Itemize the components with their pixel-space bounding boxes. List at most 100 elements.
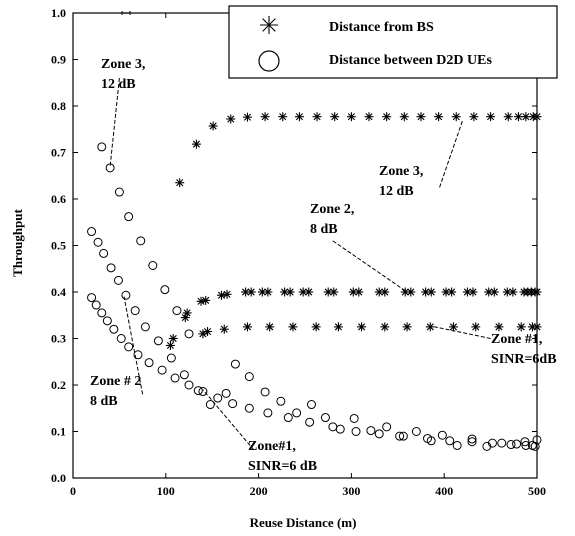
data-point-circle	[124, 212, 134, 222]
data-point-circle	[170, 373, 180, 383]
data-point-circle	[320, 413, 330, 423]
data-point-circle	[328, 422, 338, 432]
y-tick-label: 1.0	[51, 6, 66, 20]
annotation-label-1: Zone 3, 12 dB	[379, 164, 423, 199]
data-point-asterisk	[222, 289, 232, 299]
data-point-circle	[221, 388, 231, 398]
data-point-circle	[130, 306, 140, 316]
legend-label-1: Distance between D2D UEs	[329, 53, 492, 68]
data-point-circle	[136, 236, 146, 246]
annotation-label-2: Zone 2, 8 dB	[310, 202, 354, 237]
data-point-circle	[121, 290, 131, 300]
data-point-asterisk	[489, 287, 499, 297]
data-point-asterisk	[333, 322, 343, 332]
data-point-asterisk	[246, 287, 256, 297]
tick-labels: 0 100 200 300 400 500 0.0 0.1 0.2 0.3 0.4 0.5 0.6 0.7…	[51, 6, 546, 498]
data-point-asterisk	[182, 308, 192, 318]
annotation-line: Zone 2,	[310, 202, 354, 217]
x-tick-label: 0	[70, 484, 76, 498]
x-tick-label: 100	[157, 484, 175, 498]
data-point-asterisk	[348, 287, 358, 297]
data-point-circle	[351, 427, 361, 436]
data-point-circle	[140, 322, 150, 332]
data-point-circle	[144, 358, 154, 368]
data-point-circle	[193, 386, 203, 396]
y-tick-label: 0.9	[51, 53, 66, 67]
data-point-circle	[133, 350, 143, 360]
data-point-asterisk	[380, 322, 390, 332]
legend-circle-icon	[258, 50, 280, 72]
data-point-circle	[292, 408, 302, 418]
data-point-circle	[260, 387, 270, 397]
data-point-asterisk	[434, 112, 444, 122]
data-point-asterisk	[380, 287, 390, 297]
data-point-asterisk	[426, 287, 436, 297]
x-axis-title: Reuse Distance (m)	[250, 515, 357, 530]
y-tick-label: 0.7	[51, 146, 66, 160]
data-point-asterisk	[330, 112, 340, 122]
annotation-label-5: Zone#1, SINR=6 dB	[248, 439, 317, 474]
data-point-circle	[306, 400, 316, 410]
data-point-asterisk	[294, 112, 304, 122]
y-tick-label: 0.1	[51, 425, 66, 439]
data-point-circle	[530, 441, 540, 451]
data-point-asterisk	[191, 139, 201, 149]
data-point-circle	[349, 413, 359, 423]
data-point-asterisk	[165, 340, 175, 350]
annotation-line: Zone 3,	[101, 57, 145, 72]
data-point-asterisk	[399, 112, 409, 122]
data-point-circle	[114, 187, 124, 197]
annotation-line: Zone#1,	[248, 439, 296, 454]
data-point-asterisk	[298, 287, 308, 297]
data-point-asterisk	[532, 112, 542, 122]
annotation-label-0: Zone 3, 12 dB	[101, 57, 145, 92]
annotation-line: 12 dB	[379, 184, 414, 199]
data-point-asterisk	[469, 112, 479, 122]
data-point-circle	[205, 400, 215, 410]
annotation-line: 12 dB	[101, 77, 136, 92]
data-point-circle	[184, 329, 194, 339]
data-point-asterisk	[263, 287, 273, 297]
data-point-circle	[305, 417, 315, 427]
data-point-circle	[153, 336, 163, 346]
data-point-asterisk	[494, 322, 504, 332]
annotation-pointer-5	[202, 389, 255, 451]
annotation-line: 8 dB	[310, 222, 338, 237]
annotation-line: SINR=6dB	[491, 352, 557, 367]
axis-top-marker	[121, 11, 131, 15]
data-point-circle	[437, 430, 447, 440]
data-point-circle	[244, 372, 254, 382]
x-tick-label: 400	[435, 484, 453, 498]
data-point-circle	[521, 440, 531, 450]
data-point-asterisk	[503, 112, 513, 122]
annotation-line: Zone #1,	[491, 332, 542, 347]
data-point-asterisk	[354, 287, 364, 297]
data-point-circle	[148, 260, 158, 270]
legend: Distance from BS Distance between D2D UE…	[228, 5, 558, 79]
annotation-line: 8 dB	[90, 394, 118, 409]
data-point-asterisk	[329, 287, 339, 297]
x-tick-label: 200	[250, 484, 268, 498]
data-point-asterisk	[416, 112, 426, 122]
data-point-circle	[395, 431, 405, 441]
annotation-label-3: Zone #1, SINR=6dB	[491, 332, 557, 367]
data-point-asterisk	[406, 287, 416, 297]
data-point-circle	[91, 300, 101, 310]
y-tick-label: 0.6	[51, 192, 66, 206]
data-point-circle	[411, 427, 421, 436]
data-point-circle	[87, 227, 97, 237]
data-point-circle	[97, 308, 107, 318]
data-point-circle	[116, 334, 126, 343]
y-tick-label: 0.5	[51, 239, 66, 253]
series-3	[97, 142, 194, 339]
data-point-asterisk	[323, 287, 333, 297]
y-axis-title: Throughput	[10, 208, 25, 276]
data-point-circle	[184, 380, 194, 390]
data-point-circle	[109, 324, 119, 334]
data-point-circle	[179, 370, 189, 380]
data-point-circle	[452, 440, 462, 450]
data-point-asterisk	[168, 334, 178, 343]
data-point-circle	[99, 248, 109, 258]
